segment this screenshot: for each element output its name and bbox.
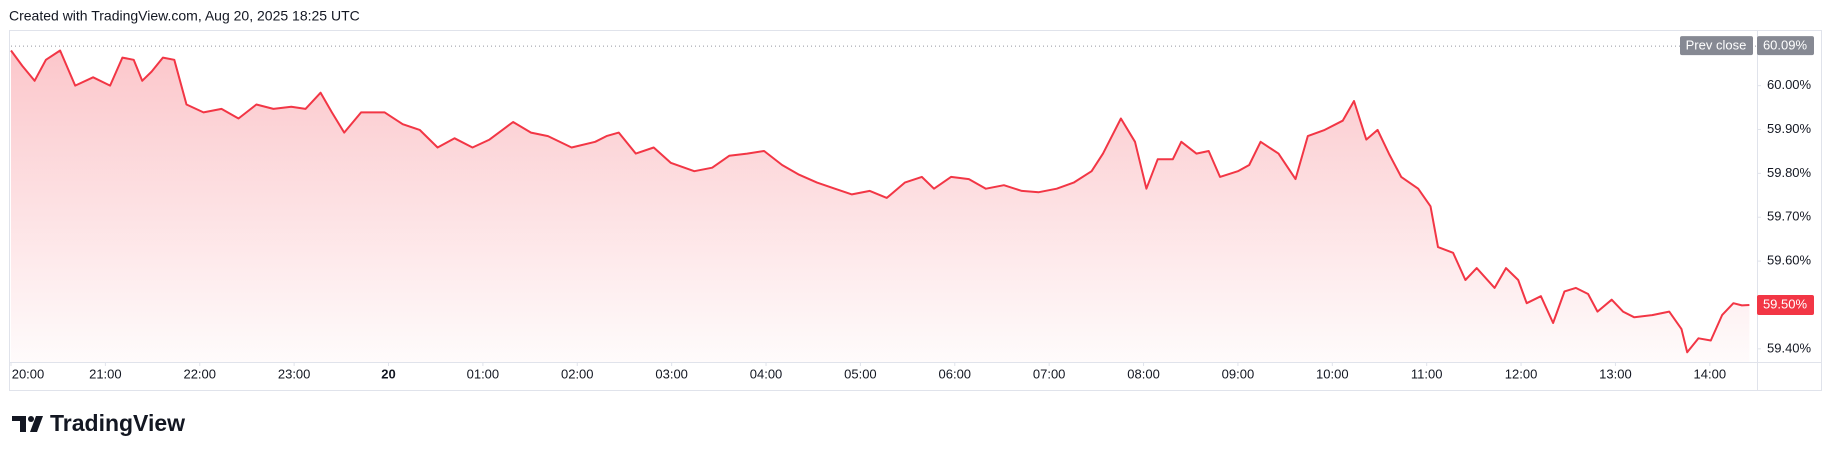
x-tick-label: 13:00 (1599, 366, 1632, 381)
area-fill (11, 50, 1750, 362)
x-tick-label: 07:00 (1033, 366, 1066, 381)
x-tick-label: 05:00 (844, 366, 877, 381)
x-tick-label: 08:00 (1127, 366, 1160, 381)
x-tick-label: 14:00 (1694, 366, 1727, 381)
y-tick-label: 60.00% (1767, 77, 1812, 92)
last-value-label: 59.50% (1763, 296, 1808, 311)
chart-frame (9, 30, 1822, 391)
prev-close-value-bg (1757, 36, 1814, 56)
prev-close-name-bg (1680, 36, 1753, 56)
brand-logo (12, 416, 43, 432)
price-line (10, 49, 1750, 354)
x-tick-label: 20 (381, 366, 395, 381)
x-tick-label: 11:00 (1411, 366, 1443, 381)
brand-name: TradingView (50, 410, 185, 436)
y-tick-label: 59.80% (1767, 165, 1812, 180)
x-tick-label: 10:00 (1316, 366, 1349, 381)
prev-close-value: 60.09% (1763, 38, 1808, 53)
prev-close-name: Prev close (1686, 38, 1747, 53)
x-tick-label: 04:00 (750, 366, 783, 381)
x-tick-label: 22:00 (183, 366, 216, 381)
x-tick-label: 20:00 (12, 366, 45, 381)
x-tick-label: 03:00 (655, 366, 688, 381)
y-tick-label: 59.70% (1767, 209, 1812, 224)
header: Created with TradingView.com, Aug 20, 20… (9, 8, 360, 24)
x-tick-label: 02:00 (561, 366, 594, 381)
x-tick-label: 09:00 (1222, 366, 1255, 381)
y-tick-label: 59.40% (1767, 340, 1812, 355)
x-tick-label: 06:00 (939, 366, 972, 381)
y-tick-label: 59.90% (1767, 121, 1812, 136)
x-tick-label: 01:00 (467, 366, 500, 381)
y-tick-label: 59.60% (1767, 253, 1812, 268)
last-value-bg (1757, 294, 1814, 315)
x-tick-label: 21:00 (89, 366, 122, 381)
x-tick-label: 12:00 (1505, 366, 1538, 381)
x-tick-label: 23:00 (278, 366, 311, 381)
